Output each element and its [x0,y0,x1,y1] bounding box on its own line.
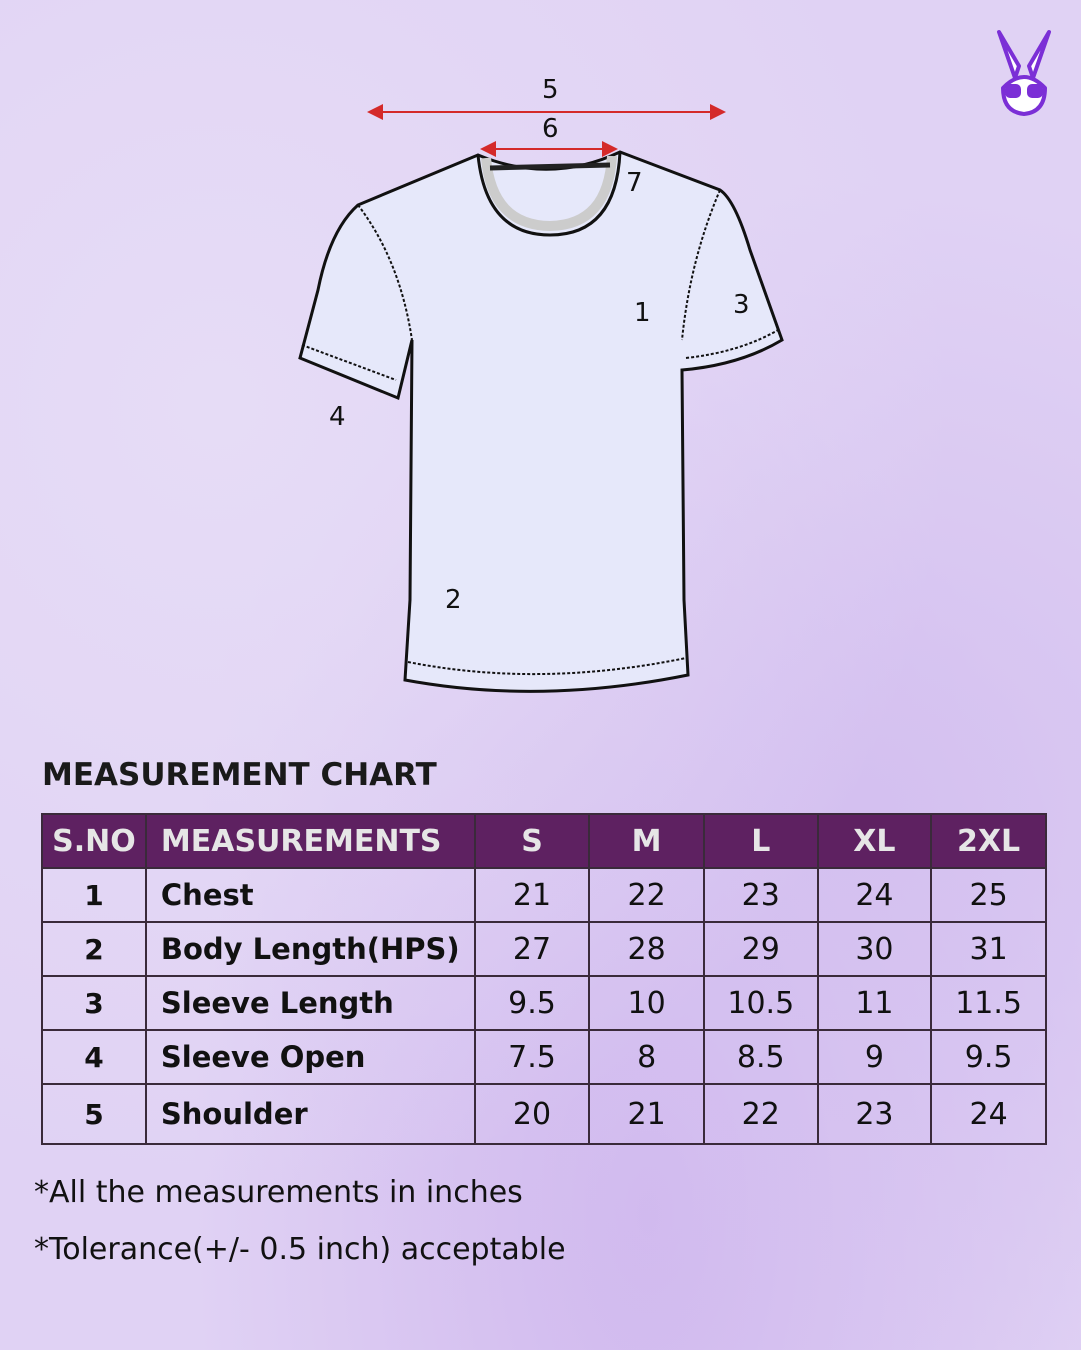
column-header: XL [816,813,933,869]
size-value-cell: 11.5 [930,975,1047,1031]
label-neck-width: 6 [542,114,559,144]
size-value-cell: 10 [588,975,705,1031]
measurement-name-cell: Body Length(HPS) [144,921,476,977]
table-row: 4 Sleeve Open 7.5 8 8.5 9 9.5 [41,1029,1047,1085]
size-value-cell: 27 [473,921,591,977]
table-row: 3 Sleeve Length 9.5 10 10.5 11 11.5 [41,975,1047,1031]
size-value-cell: 30 [816,921,933,977]
sno-cell: 3 [41,975,147,1031]
column-header: S.NO [41,813,147,869]
size-value-cell: 21 [473,867,591,923]
chart-title: MEASUREMENT CHART [42,757,437,793]
tshirt-shape [298,150,784,693]
table-row: 5 Shoulder 20 21 22 23 24 [41,1083,1047,1145]
column-header: 2XL [930,813,1047,869]
column-header: MEASUREMENTS [144,813,476,869]
note-tolerance: *Tolerance(+/- 0.5 inch) acceptable [34,1232,566,1267]
sno-cell: 4 [41,1029,147,1085]
size-value-cell: 9 [816,1029,933,1085]
tshirt-diagram [298,104,784,693]
measurement-name-cell: Sleeve Open [144,1029,476,1085]
size-value-cell: 20 [473,1083,591,1145]
measurement-table: S.NO MEASUREMENTS S M L XL 2XL 1 Chest 21 22 23 24 2… [41,813,1047,1145]
label-sleeve-open: 4 [329,402,346,432]
table-header-row: S.NO MEASUREMENTS S M L XL 2XL [41,813,1047,869]
size-value-cell: 9.5 [473,975,591,1031]
column-header: S [473,813,591,869]
size-value-cell: 23 [702,867,819,923]
label-chest: 1 [634,298,651,328]
sno-cell: 2 [41,921,147,977]
label-neck-depth: 7 [626,168,643,198]
measurement-name-cell: Sleeve Length [144,975,476,1031]
size-value-cell: 21 [588,1083,705,1145]
size-value-cell: 23 [816,1083,933,1145]
size-value-cell: 25 [930,867,1047,923]
measurement-name-cell: Chest [144,867,476,923]
size-value-cell: 22 [702,1083,819,1145]
table-row: 1 Chest 21 22 23 24 25 [41,867,1047,923]
size-value-cell: 11 [816,975,933,1031]
size-value-cell: 10.5 [702,975,819,1031]
sno-cell: 5 [41,1083,147,1145]
size-value-cell: 28 [588,921,705,977]
table-row: 2 Body Length(HPS) 27 28 29 30 31 [41,921,1047,977]
bunny-logo-icon [997,30,1051,116]
size-value-cell: 7.5 [473,1029,591,1085]
note-units: *All the measurements in inches [34,1175,523,1210]
size-value-cell: 31 [930,921,1047,977]
label-shoulder: 5 [542,75,559,105]
label-sleeve-length: 3 [733,290,750,320]
label-body-length: 2 [445,585,462,615]
size-value-cell: 29 [702,921,819,977]
column-header: L [702,813,819,869]
column-header: M [588,813,705,869]
size-value-cell: 24 [816,867,933,923]
size-value-cell: 24 [930,1083,1047,1145]
size-value-cell: 8.5 [702,1029,819,1085]
size-value-cell: 22 [588,867,705,923]
size-value-cell: 9.5 [930,1029,1047,1085]
sno-cell: 1 [41,867,147,923]
size-value-cell: 8 [588,1029,705,1085]
measurement-name-cell: Shoulder [144,1083,476,1145]
